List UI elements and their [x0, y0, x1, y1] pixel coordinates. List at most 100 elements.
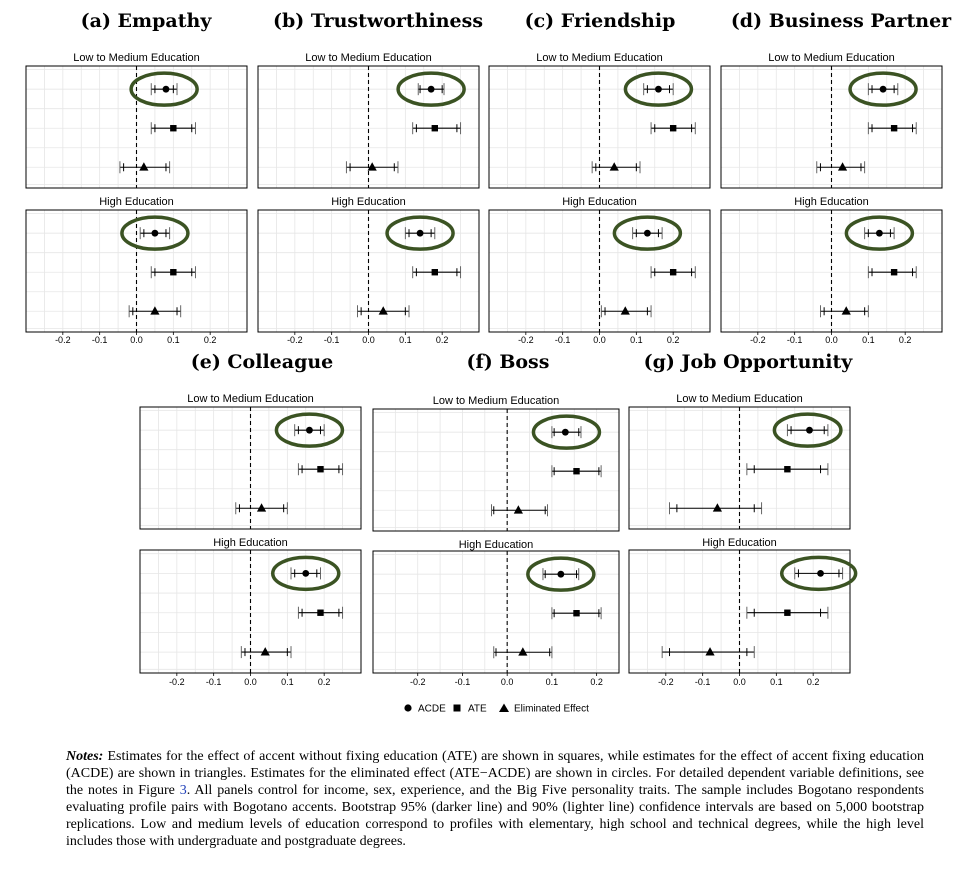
notes-label: Notes: [66, 749, 104, 764]
point-ate [784, 466, 791, 473]
x-tick-label: -0.1 [695, 677, 711, 687]
point-acde [837, 162, 848, 171]
panel-title: Low to Medium Education [73, 52, 200, 64]
point-acde [260, 647, 270, 656]
x-tick-label: 0.0 [501, 677, 514, 687]
x-tick-label: -0.2 [169, 677, 185, 687]
point-eliminated [416, 229, 424, 237]
notes-text-1: Estimates for the effect of accent witho… [66, 749, 924, 798]
point-eliminated [427, 85, 435, 93]
legend-ate-label: ATE [468, 704, 487, 715]
panel-boss-high: High Education -0.2 -0.1 0.0 0.1 0.2 [372, 539, 620, 687]
panel-trustworthiness-low: Low to Medium Education [257, 52, 480, 189]
point-acde [841, 306, 851, 315]
panel-title: Low to Medium Education [187, 393, 314, 405]
legend: ACDE ATE Eliminated Effect [404, 703, 589, 715]
figure-notes: Notes: Estimates for the effect of accen… [66, 748, 924, 850]
point-acde [620, 306, 630, 315]
panel-title: High Education [331, 196, 406, 208]
x-tick-label: -0.1 [555, 335, 571, 345]
x-tick-label: 0.1 [862, 335, 875, 345]
panel-title: Low to Medium Education [768, 52, 895, 64]
legend-ate-marker [453, 704, 461, 712]
panel-frame [372, 550, 620, 674]
point-ate [890, 125, 898, 132]
panel-title: Low to Medium Education [433, 395, 560, 407]
point-eliminated [151, 229, 159, 237]
panel-title: Low to Medium Education [536, 52, 663, 64]
legend-acde-marker [404, 704, 412, 712]
panel-title: High Education [459, 539, 534, 551]
x-tick-label: 0.0 [825, 335, 838, 345]
x-tick-label: 0.1 [399, 335, 412, 345]
chart-title-friendship: (c) Friendship [525, 10, 676, 32]
point-eliminated [879, 85, 887, 93]
x-tick-label: 0.0 [130, 335, 143, 345]
point-ate [669, 269, 677, 276]
highlight-ellipse [848, 71, 918, 107]
panel-job-opportunity-low: Low to Medium Education [628, 393, 851, 530]
point-eliminated [557, 570, 565, 578]
highlight-ellipse [274, 412, 345, 448]
highlight-ellipse [526, 556, 596, 592]
panel-friendship-low: Low to Medium Education [488, 52, 711, 189]
point-eliminated [162, 85, 170, 93]
notes-text-2: . All panels control for income, sex, ex… [66, 783, 924, 849]
chart-empathy: (a) Empathy Low to Medium Education High E… [25, 10, 248, 345]
point-acde [705, 647, 715, 656]
point-acde [150, 306, 160, 315]
point-eliminated [875, 229, 883, 237]
panel-job-opportunity-high: High Education -0.2 -0.1 0.0 0.1 0.2 [628, 537, 858, 687]
point-ate [784, 609, 791, 616]
point-eliminated [561, 428, 569, 436]
panel-empathy-high: High Education -0.2 -0.1 0.0 0.1 0.2 [25, 196, 248, 345]
x-tick-label: 0.1 [546, 677, 559, 687]
highlight-ellipse [120, 215, 190, 251]
point-acde [256, 503, 267, 512]
x-tick-label: 0.1 [281, 677, 294, 687]
point-acde [712, 503, 722, 512]
panel-trustworthiness-high: High Education -0.2 -0.1 0.0 0.1 0.2 [257, 196, 480, 345]
chart-title-business-partner: (d) Business Partner [731, 10, 952, 32]
x-tick-label: 0.0 [362, 335, 375, 345]
panel-business-partner-high: High Education -0.2 -0.1 0.0 0.1 0.2 [720, 196, 943, 345]
point-ate [573, 610, 580, 617]
x-tick-label: 0.2 [807, 677, 820, 687]
point-ate [431, 269, 438, 276]
point-ate [317, 466, 324, 473]
plots-layer: (a) Empathy Low to Medium Education High E… [25, 10, 952, 687]
highlight-ellipse [612, 215, 683, 251]
chart-title-boss: (f) Boss [467, 351, 550, 373]
panel-boss-low: Low to Medium Education [372, 395, 620, 532]
x-tick-label: -0.2 [750, 335, 766, 345]
point-eliminated [806, 426, 813, 434]
chart-trustworthiness: (b) Trustworthiness Low to Medium Educati… [257, 10, 483, 345]
point-acde [513, 505, 523, 514]
highlight-ellipse [780, 555, 858, 592]
panel-title: High Education [99, 196, 174, 208]
chart-colleague: (e) Colleague Low to Medium Education High… [139, 351, 362, 687]
x-tick-label: -0.1 [455, 677, 471, 687]
x-tick-label: -0.1 [324, 335, 340, 345]
highlight-ellipse [385, 215, 455, 251]
x-tick-label: 0.1 [630, 335, 643, 345]
highlight-ellipse [396, 71, 466, 107]
panel-title: High Education [702, 537, 777, 549]
chart-job-opportunity: (g) Job Opportunity Low to Medium Educati… [628, 351, 858, 687]
x-tick-label: 0.0 [593, 335, 606, 345]
x-tick-label: 0.1 [770, 677, 783, 687]
highlight-ellipse [271, 555, 341, 592]
figure-reference-link[interactable]: 3 [179, 783, 187, 798]
x-tick-label: 0.2 [318, 677, 331, 687]
point-ate [431, 125, 438, 132]
point-eliminated [643, 229, 651, 237]
legend-eliminated-label: Eliminated Effect [514, 704, 589, 715]
point-ate [573, 468, 580, 475]
x-tick-label: -0.1 [92, 335, 108, 345]
panel-friendship-high: High Education -0.2 -0.1 0.0 0.1 0.2 [488, 196, 711, 345]
panel-title: High Education [794, 196, 869, 208]
highlight-ellipse [623, 71, 694, 107]
point-eliminated [302, 569, 310, 577]
point-acde [378, 306, 388, 315]
point-acde [518, 647, 528, 656]
